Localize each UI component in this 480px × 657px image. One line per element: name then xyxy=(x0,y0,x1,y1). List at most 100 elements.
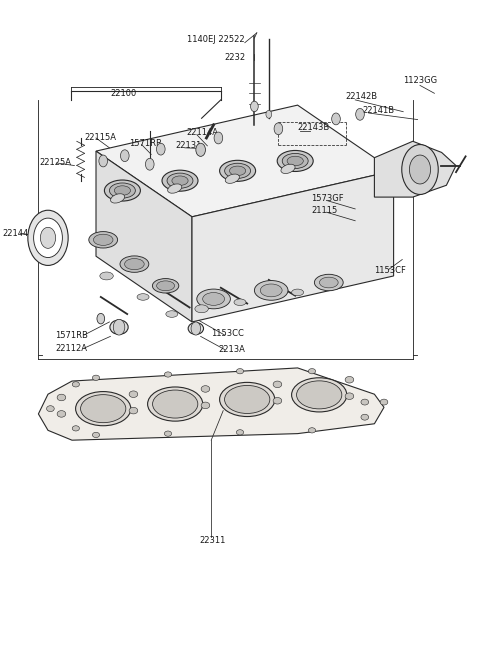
Ellipse shape xyxy=(57,411,66,417)
Ellipse shape xyxy=(281,164,295,173)
Text: 1153CF: 1153CF xyxy=(374,266,406,275)
Circle shape xyxy=(97,313,105,324)
Text: 1571RB: 1571RB xyxy=(55,330,88,340)
Ellipse shape xyxy=(282,153,308,169)
Ellipse shape xyxy=(254,281,288,300)
Ellipse shape xyxy=(110,194,125,203)
Ellipse shape xyxy=(72,382,79,387)
Polygon shape xyxy=(96,151,192,322)
Circle shape xyxy=(99,155,108,167)
Text: 22100: 22100 xyxy=(110,89,137,98)
Ellipse shape xyxy=(153,279,179,293)
Ellipse shape xyxy=(72,426,79,431)
Ellipse shape xyxy=(314,275,343,291)
Ellipse shape xyxy=(47,405,54,411)
Circle shape xyxy=(356,108,364,120)
Ellipse shape xyxy=(125,259,144,270)
Ellipse shape xyxy=(172,176,188,185)
Text: 2232: 2232 xyxy=(225,53,246,62)
Ellipse shape xyxy=(129,391,138,397)
Ellipse shape xyxy=(100,272,113,280)
Ellipse shape xyxy=(308,369,316,374)
Ellipse shape xyxy=(361,415,369,420)
Ellipse shape xyxy=(287,156,303,166)
Circle shape xyxy=(251,101,258,112)
Ellipse shape xyxy=(164,372,172,377)
Ellipse shape xyxy=(345,393,354,399)
Circle shape xyxy=(196,143,205,156)
Ellipse shape xyxy=(167,173,193,189)
Text: 22114A: 22114A xyxy=(186,128,218,137)
Text: 1571RB: 1571RB xyxy=(129,139,161,148)
Text: 1140EJ 22522: 1140EJ 22522 xyxy=(187,35,245,44)
Ellipse shape xyxy=(203,292,225,306)
Circle shape xyxy=(266,110,272,118)
Text: 2213A: 2213A xyxy=(218,345,245,354)
Ellipse shape xyxy=(225,174,240,183)
Circle shape xyxy=(145,158,154,170)
Circle shape xyxy=(28,210,68,265)
Ellipse shape xyxy=(75,392,131,426)
Ellipse shape xyxy=(234,299,246,306)
Ellipse shape xyxy=(148,387,203,421)
Text: 1123GG: 1123GG xyxy=(403,76,437,85)
Circle shape xyxy=(113,319,125,335)
Circle shape xyxy=(274,123,283,135)
Circle shape xyxy=(402,145,438,194)
Ellipse shape xyxy=(345,376,354,383)
Polygon shape xyxy=(38,368,384,440)
Ellipse shape xyxy=(236,430,244,435)
Ellipse shape xyxy=(114,186,131,195)
Ellipse shape xyxy=(236,369,244,374)
Ellipse shape xyxy=(92,375,100,380)
Text: 21115: 21115 xyxy=(311,206,337,215)
Ellipse shape xyxy=(105,180,140,201)
Ellipse shape xyxy=(156,281,175,290)
Circle shape xyxy=(214,132,223,144)
Ellipse shape xyxy=(308,428,316,433)
Ellipse shape xyxy=(164,431,172,436)
Ellipse shape xyxy=(273,397,282,404)
Polygon shape xyxy=(374,141,456,197)
Circle shape xyxy=(34,218,62,258)
Ellipse shape xyxy=(225,163,251,179)
Ellipse shape xyxy=(57,394,66,401)
Ellipse shape xyxy=(92,432,100,438)
Text: 22125A: 22125A xyxy=(39,158,72,168)
Ellipse shape xyxy=(166,311,178,317)
Ellipse shape xyxy=(197,289,230,309)
Ellipse shape xyxy=(292,289,304,296)
Circle shape xyxy=(191,322,201,335)
Ellipse shape xyxy=(120,256,149,273)
Ellipse shape xyxy=(110,320,128,334)
Ellipse shape xyxy=(162,170,198,191)
Ellipse shape xyxy=(201,386,210,392)
Ellipse shape xyxy=(292,378,347,412)
Circle shape xyxy=(156,143,165,155)
Ellipse shape xyxy=(109,183,135,198)
Ellipse shape xyxy=(225,386,270,413)
Text: 1573GF: 1573GF xyxy=(311,194,344,203)
Text: 22115A: 22115A xyxy=(84,133,116,143)
Text: 22142B: 22142B xyxy=(346,92,378,101)
Text: 22112A: 22112A xyxy=(55,344,87,353)
Ellipse shape xyxy=(219,160,256,181)
Ellipse shape xyxy=(260,284,282,297)
Ellipse shape xyxy=(229,166,246,175)
Ellipse shape xyxy=(94,234,113,246)
Ellipse shape xyxy=(195,305,208,313)
Circle shape xyxy=(409,155,431,184)
Ellipse shape xyxy=(380,399,388,405)
Ellipse shape xyxy=(168,184,182,193)
Polygon shape xyxy=(96,105,394,217)
Text: 22131: 22131 xyxy=(175,141,202,150)
Ellipse shape xyxy=(153,390,198,418)
Text: 22311: 22311 xyxy=(199,535,226,545)
Ellipse shape xyxy=(361,399,369,405)
Circle shape xyxy=(332,113,340,125)
Ellipse shape xyxy=(81,395,126,422)
Ellipse shape xyxy=(277,150,313,171)
Ellipse shape xyxy=(297,381,342,409)
Circle shape xyxy=(40,227,56,248)
Ellipse shape xyxy=(188,323,204,334)
